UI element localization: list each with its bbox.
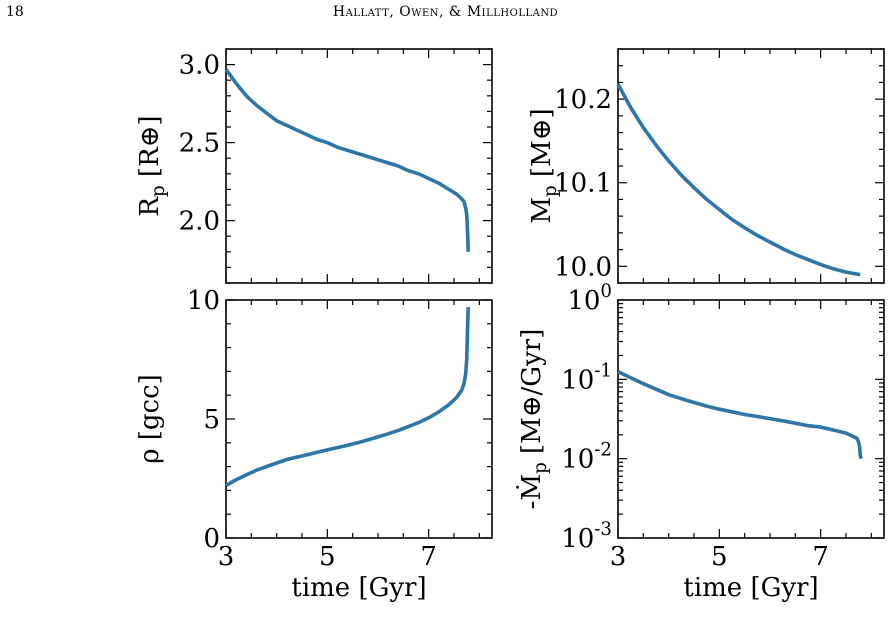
- y-axis-label: Mp [M⊕]: [527, 108, 561, 223]
- x-axis-label: time [Gyr]: [291, 573, 426, 603]
- page-number: 18: [6, 4, 24, 20]
- y-axis-label: ρ [gcc]: [135, 374, 165, 464]
- x-tick-label: 5: [711, 542, 728, 572]
- y-tick-label: 10.0: [554, 252, 612, 282]
- x-tick-label: 7: [812, 542, 829, 572]
- series-line-radius: [224, 68, 470, 252]
- y-tick-label: 100: [567, 281, 612, 316]
- x-tick-label: 3: [610, 542, 627, 572]
- panel-mass: 10.0 10.1 10.2Mp [M⊕]: [527, 48, 885, 284]
- y-tick-label: 10-3: [561, 519, 612, 554]
- y-tick-label: 5: [203, 405, 220, 435]
- axes-frame: [225, 48, 493, 284]
- y-axis-label: -Ṁp [M⊕/Gyr]: [516, 329, 551, 510]
- y-tick-label: 2.0: [179, 207, 220, 237]
- axes-frame: [617, 299, 885, 539]
- y-tick-label: 0: [203, 524, 220, 554]
- y-tick-label: 10-2: [561, 440, 612, 475]
- y-tick-label: 10.2: [554, 85, 612, 115]
- y-tick-label: 3.0: [179, 51, 220, 81]
- x-tick-label: 7: [420, 542, 437, 572]
- series-line-mass-loss-rate: [617, 369, 863, 460]
- axes-frame: [617, 48, 885, 284]
- panel-radius: 2.0 2.5 3.0 Rp [R⊕]: [135, 48, 493, 284]
- panel-mass-loss-rate: 3 5 7 10-3 10-2 10-1 100 -Ṁp [M⊕/Gyr] time [Gyr]: [516, 281, 885, 603]
- series-line-density: [225, 307, 470, 488]
- running-head: Hallatt, Owen, & Millholland: [0, 4, 891, 20]
- x-tick-label: 5: [319, 542, 336, 572]
- y-axis-label: Rp [R⊕]: [135, 115, 169, 216]
- x-tick-label: 3: [218, 542, 235, 572]
- series-line-mass: [616, 83, 861, 277]
- panel-density: 3 5 7 0 5 10 ρ [gcc] time [Gyr]: [135, 286, 493, 603]
- axes-frame: [225, 299, 493, 539]
- y-tick-label: 2.5: [179, 129, 220, 159]
- x-axis-label: time [Gyr]: [683, 573, 818, 603]
- y-tick-label: 10-1: [561, 360, 612, 395]
- y-tick-label: 10: [187, 286, 220, 316]
- y-tick-label: 10.1: [554, 169, 612, 199]
- running-head-text: Hallatt, Owen, & Millholland: [332, 4, 559, 20]
